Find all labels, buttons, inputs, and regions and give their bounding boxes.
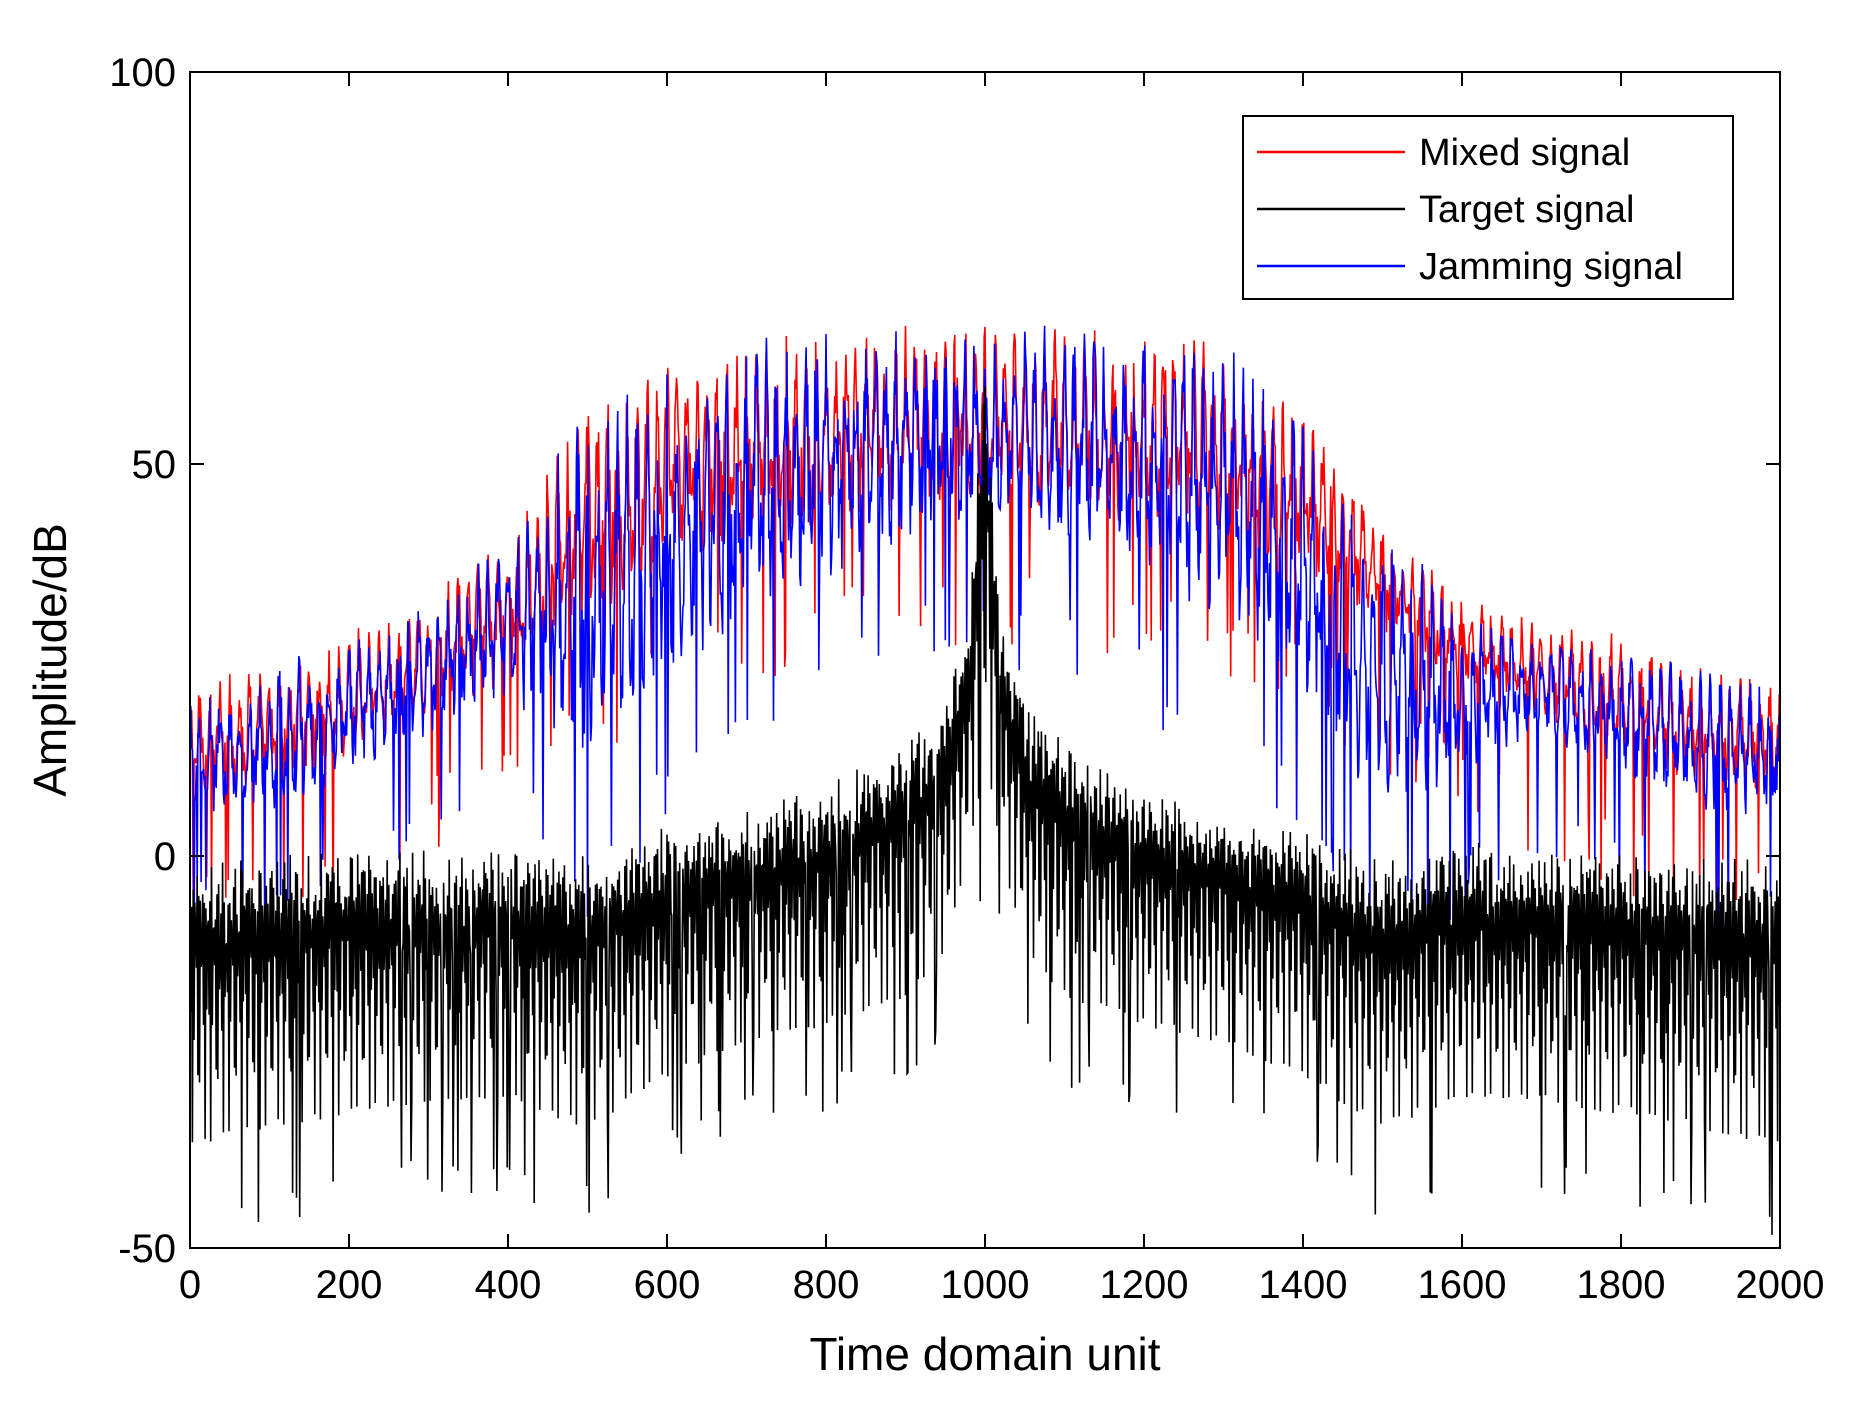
- axes-layer: 0 200 400 600 800 1000 1200 1400 1600 1800 2000-50…: [109, 51, 1824, 1307]
- y-tick-label: -50: [118, 1227, 176, 1271]
- x-tick-label: 200: [316, 1263, 383, 1307]
- x-tick-label: 1600: [1418, 1263, 1507, 1307]
- x-tick-label: 400: [475, 1263, 542, 1307]
- x-tick-label: 0: [179, 1263, 201, 1307]
- legend-box: [1242, 115, 1734, 300]
- y-axis-label: Amplitude/dB: [24, 523, 76, 797]
- x-tick-label: 1400: [1259, 1263, 1348, 1307]
- x-tick-label: 1200: [1100, 1263, 1189, 1307]
- series-line-target-signal: [190, 386, 1780, 1235]
- x-axis-label: Time domain unit: [809, 1328, 1160, 1380]
- x-tick-label: 600: [634, 1263, 701, 1307]
- y-tick-label: 0: [154, 835, 176, 879]
- y-tick-label: 100: [109, 51, 176, 95]
- x-tick-label: 800: [793, 1263, 860, 1307]
- series-line-jamming-signal: [190, 325, 1780, 954]
- series-layer: [190, 325, 1780, 1235]
- legend-entry-label: Jamming signal: [1419, 246, 1683, 288]
- x-tick-label: 1000: [941, 1263, 1030, 1307]
- legend-entry-label: Target signal: [1419, 189, 1634, 231]
- y-tick-label: 50: [132, 443, 177, 487]
- x-tick-label: 2000: [1736, 1263, 1825, 1307]
- legend-entry-label: Mixed signal: [1419, 132, 1630, 174]
- legend: Mixed signal Target signal Jamming signal: [1242, 115, 1734, 300]
- x-tick-label: 1800: [1577, 1263, 1666, 1307]
